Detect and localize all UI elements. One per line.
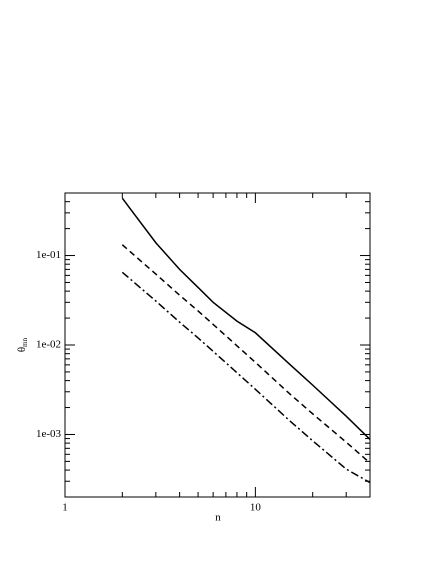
y-axis-symbol: θ [16,347,28,352]
y-tick-label: 1e-03 [36,428,62,440]
x-tick-label: 10 [250,502,262,514]
plot-frame [64,192,371,498]
series-line [121,271,371,484]
y-tick-label: 1e-02 [36,339,61,351]
y-tick-label: 1e-01 [36,249,61,261]
y-axis-subscript: mn [21,337,29,346]
x-tick-label: 1 [62,502,68,514]
y-axis-label: θmn [16,337,29,352]
series-line [121,244,371,464]
series-line [121,197,371,440]
x-axis-label: n [215,512,221,524]
